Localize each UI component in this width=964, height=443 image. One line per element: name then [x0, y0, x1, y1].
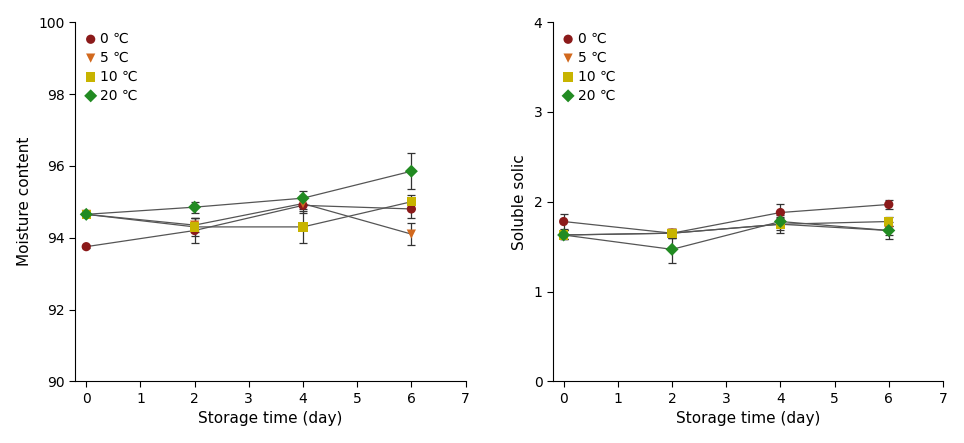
Point: [664, 229, 680, 237]
Point: [78, 211, 94, 218]
Y-axis label: Soluble solic: Soluble solic: [512, 154, 526, 250]
Point: [295, 202, 310, 209]
Point: [78, 211, 94, 218]
X-axis label: Storage time (day): Storage time (day): [676, 412, 820, 426]
Point: [187, 227, 202, 234]
Y-axis label: Moisture content: Moisture content: [16, 137, 32, 266]
Point: [404, 198, 419, 205]
Point: [187, 222, 202, 229]
Point: [773, 209, 789, 216]
Point: [295, 194, 310, 202]
Point: [773, 221, 789, 228]
Point: [295, 200, 310, 207]
Point: [664, 229, 680, 237]
Point: [556, 231, 572, 238]
Point: [556, 231, 572, 238]
Point: [187, 223, 202, 230]
Legend: 0 ℃, 5 ℃, 10 ℃, 20 ℃: 0 ℃, 5 ℃, 10 ℃, 20 ℃: [82, 29, 141, 105]
Point: [556, 231, 572, 238]
Point: [404, 230, 419, 237]
Point: [664, 246, 680, 253]
Point: [404, 168, 419, 175]
Point: [78, 211, 94, 218]
Point: [556, 218, 572, 225]
Legend: 0 ℃, 5 ℃, 10 ℃, 20 ℃: 0 ℃, 5 ℃, 10 ℃, 20 ℃: [560, 29, 618, 105]
Point: [295, 223, 310, 230]
Point: [881, 227, 897, 234]
Point: [773, 218, 789, 225]
Point: [78, 243, 94, 250]
Point: [881, 227, 897, 234]
Point: [881, 218, 897, 225]
Point: [664, 229, 680, 237]
Point: [881, 201, 897, 208]
X-axis label: Storage time (day): Storage time (day): [199, 412, 342, 426]
Point: [187, 204, 202, 211]
Point: [773, 221, 789, 228]
Point: [404, 206, 419, 213]
